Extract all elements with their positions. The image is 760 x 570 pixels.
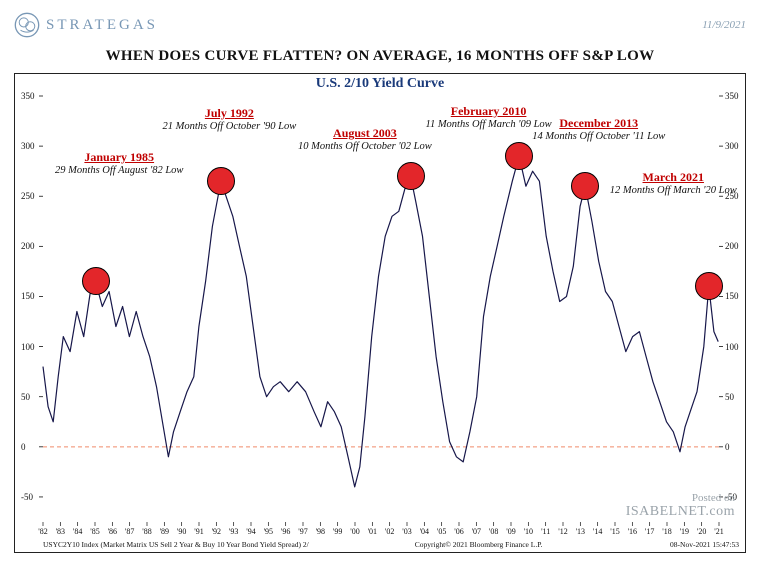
x-tick-label: '17 — [645, 527, 654, 536]
x-tick-label: '93 — [229, 527, 238, 536]
y-tick-label: 50 — [725, 392, 734, 402]
y-tick-label: 100 — [725, 342, 739, 352]
x-tick-label: '01 — [368, 527, 377, 536]
y-tick-label: 150 — [21, 291, 35, 301]
chart-frame: U.S. 2/10 Yield Curve -50050100150200250… — [14, 73, 746, 553]
x-tick-label: '20 — [697, 527, 706, 536]
y-tick-label: 200 — [21, 241, 35, 251]
main-title: WHEN DOES CURVE FLATTEN? ON AVERAGE, 16 … — [14, 48, 746, 65]
x-tick-label: '15 — [610, 527, 619, 536]
header-date: 11/9/2021 — [702, 19, 746, 31]
y-tick-label: 300 — [725, 141, 739, 151]
y-tick-label: 250 — [21, 191, 35, 201]
y-tick-label: 350 — [21, 91, 35, 101]
footer-left: USYC2Y10 Index (Market Matrix US Sell 2 … — [43, 540, 309, 549]
y-tick-label: 50 — [21, 392, 30, 402]
y-tick-label: 250 — [725, 191, 739, 201]
x-tick-label: '92 — [212, 527, 221, 536]
x-tick-label: '02 — [385, 527, 394, 536]
x-tick-label: '08 — [489, 527, 498, 536]
y-tick-label: 300 — [21, 141, 35, 151]
x-tick-label: '05 — [437, 527, 446, 536]
x-tick-label: '89 — [160, 527, 169, 536]
y-tick-label: 350 — [725, 91, 739, 101]
x-tick-label: '06 — [454, 527, 463, 536]
x-tick-label: '96 — [281, 527, 290, 536]
x-tick-label: '90 — [177, 527, 186, 536]
header: STRATEGAS 11/9/2021 — [14, 8, 746, 42]
x-tick-label: '12 — [558, 527, 567, 536]
x-tick-label: '84 — [73, 527, 82, 536]
x-tick-label: '18 — [662, 527, 671, 536]
brand-name: STRATEGAS — [46, 17, 158, 34]
x-tick-label: '21 — [714, 527, 723, 536]
y-tick-label: 0 — [21, 442, 26, 452]
x-tick-label: '00 — [350, 527, 359, 536]
x-tick-label: '91 — [194, 527, 203, 536]
x-tick-label: '13 — [576, 527, 585, 536]
footer-far-right: 08-Nov-2021 15:47:53 — [670, 540, 739, 549]
y-tick-label: 150 — [725, 291, 739, 301]
posted-line2: ISABELNET.com — [626, 504, 735, 520]
posted-line1: Posted on — [626, 492, 735, 504]
x-tick-label: '99 — [333, 527, 342, 536]
x-tick-label: '94 — [246, 527, 255, 536]
x-tick-label: '95 — [264, 527, 273, 536]
y-tick-label: 100 — [21, 342, 35, 352]
x-tick-label: '97 — [298, 527, 307, 536]
brand: STRATEGAS — [14, 12, 158, 38]
y-tick-label: 0 — [725, 442, 730, 452]
x-tick-label: '14 — [593, 527, 602, 536]
y-tick-label: -50 — [21, 492, 33, 502]
chart-plot — [15, 74, 745, 552]
x-tick-label: '85 — [90, 527, 99, 536]
x-tick-label: '19 — [680, 527, 689, 536]
x-tick-label: '88 — [142, 527, 151, 536]
page: STRATEGAS 11/9/2021 WHEN DOES CURVE FLAT… — [0, 0, 760, 570]
x-tick-label: '03 — [402, 527, 411, 536]
x-tick-label: '09 — [506, 527, 515, 536]
x-tick-label: '04 — [420, 527, 429, 536]
x-tick-label: '86 — [108, 527, 117, 536]
footer-right: Copyright© 2021 Bloomberg Finance L.P. — [415, 540, 543, 549]
posted-on: Posted on ISABELNET.com — [626, 492, 735, 520]
x-tick-label: '87 — [125, 527, 134, 536]
brand-logo-icon — [14, 12, 40, 38]
x-tick-label: '16 — [628, 527, 637, 536]
y-tick-label: 200 — [725, 241, 739, 251]
x-tick-label: '82 — [38, 527, 47, 536]
x-tick-label: '07 — [472, 527, 481, 536]
x-tick-label: '11 — [541, 527, 550, 536]
x-tick-label: '98 — [316, 527, 325, 536]
x-tick-label: '83 — [56, 527, 65, 536]
x-tick-label: '10 — [524, 527, 533, 536]
